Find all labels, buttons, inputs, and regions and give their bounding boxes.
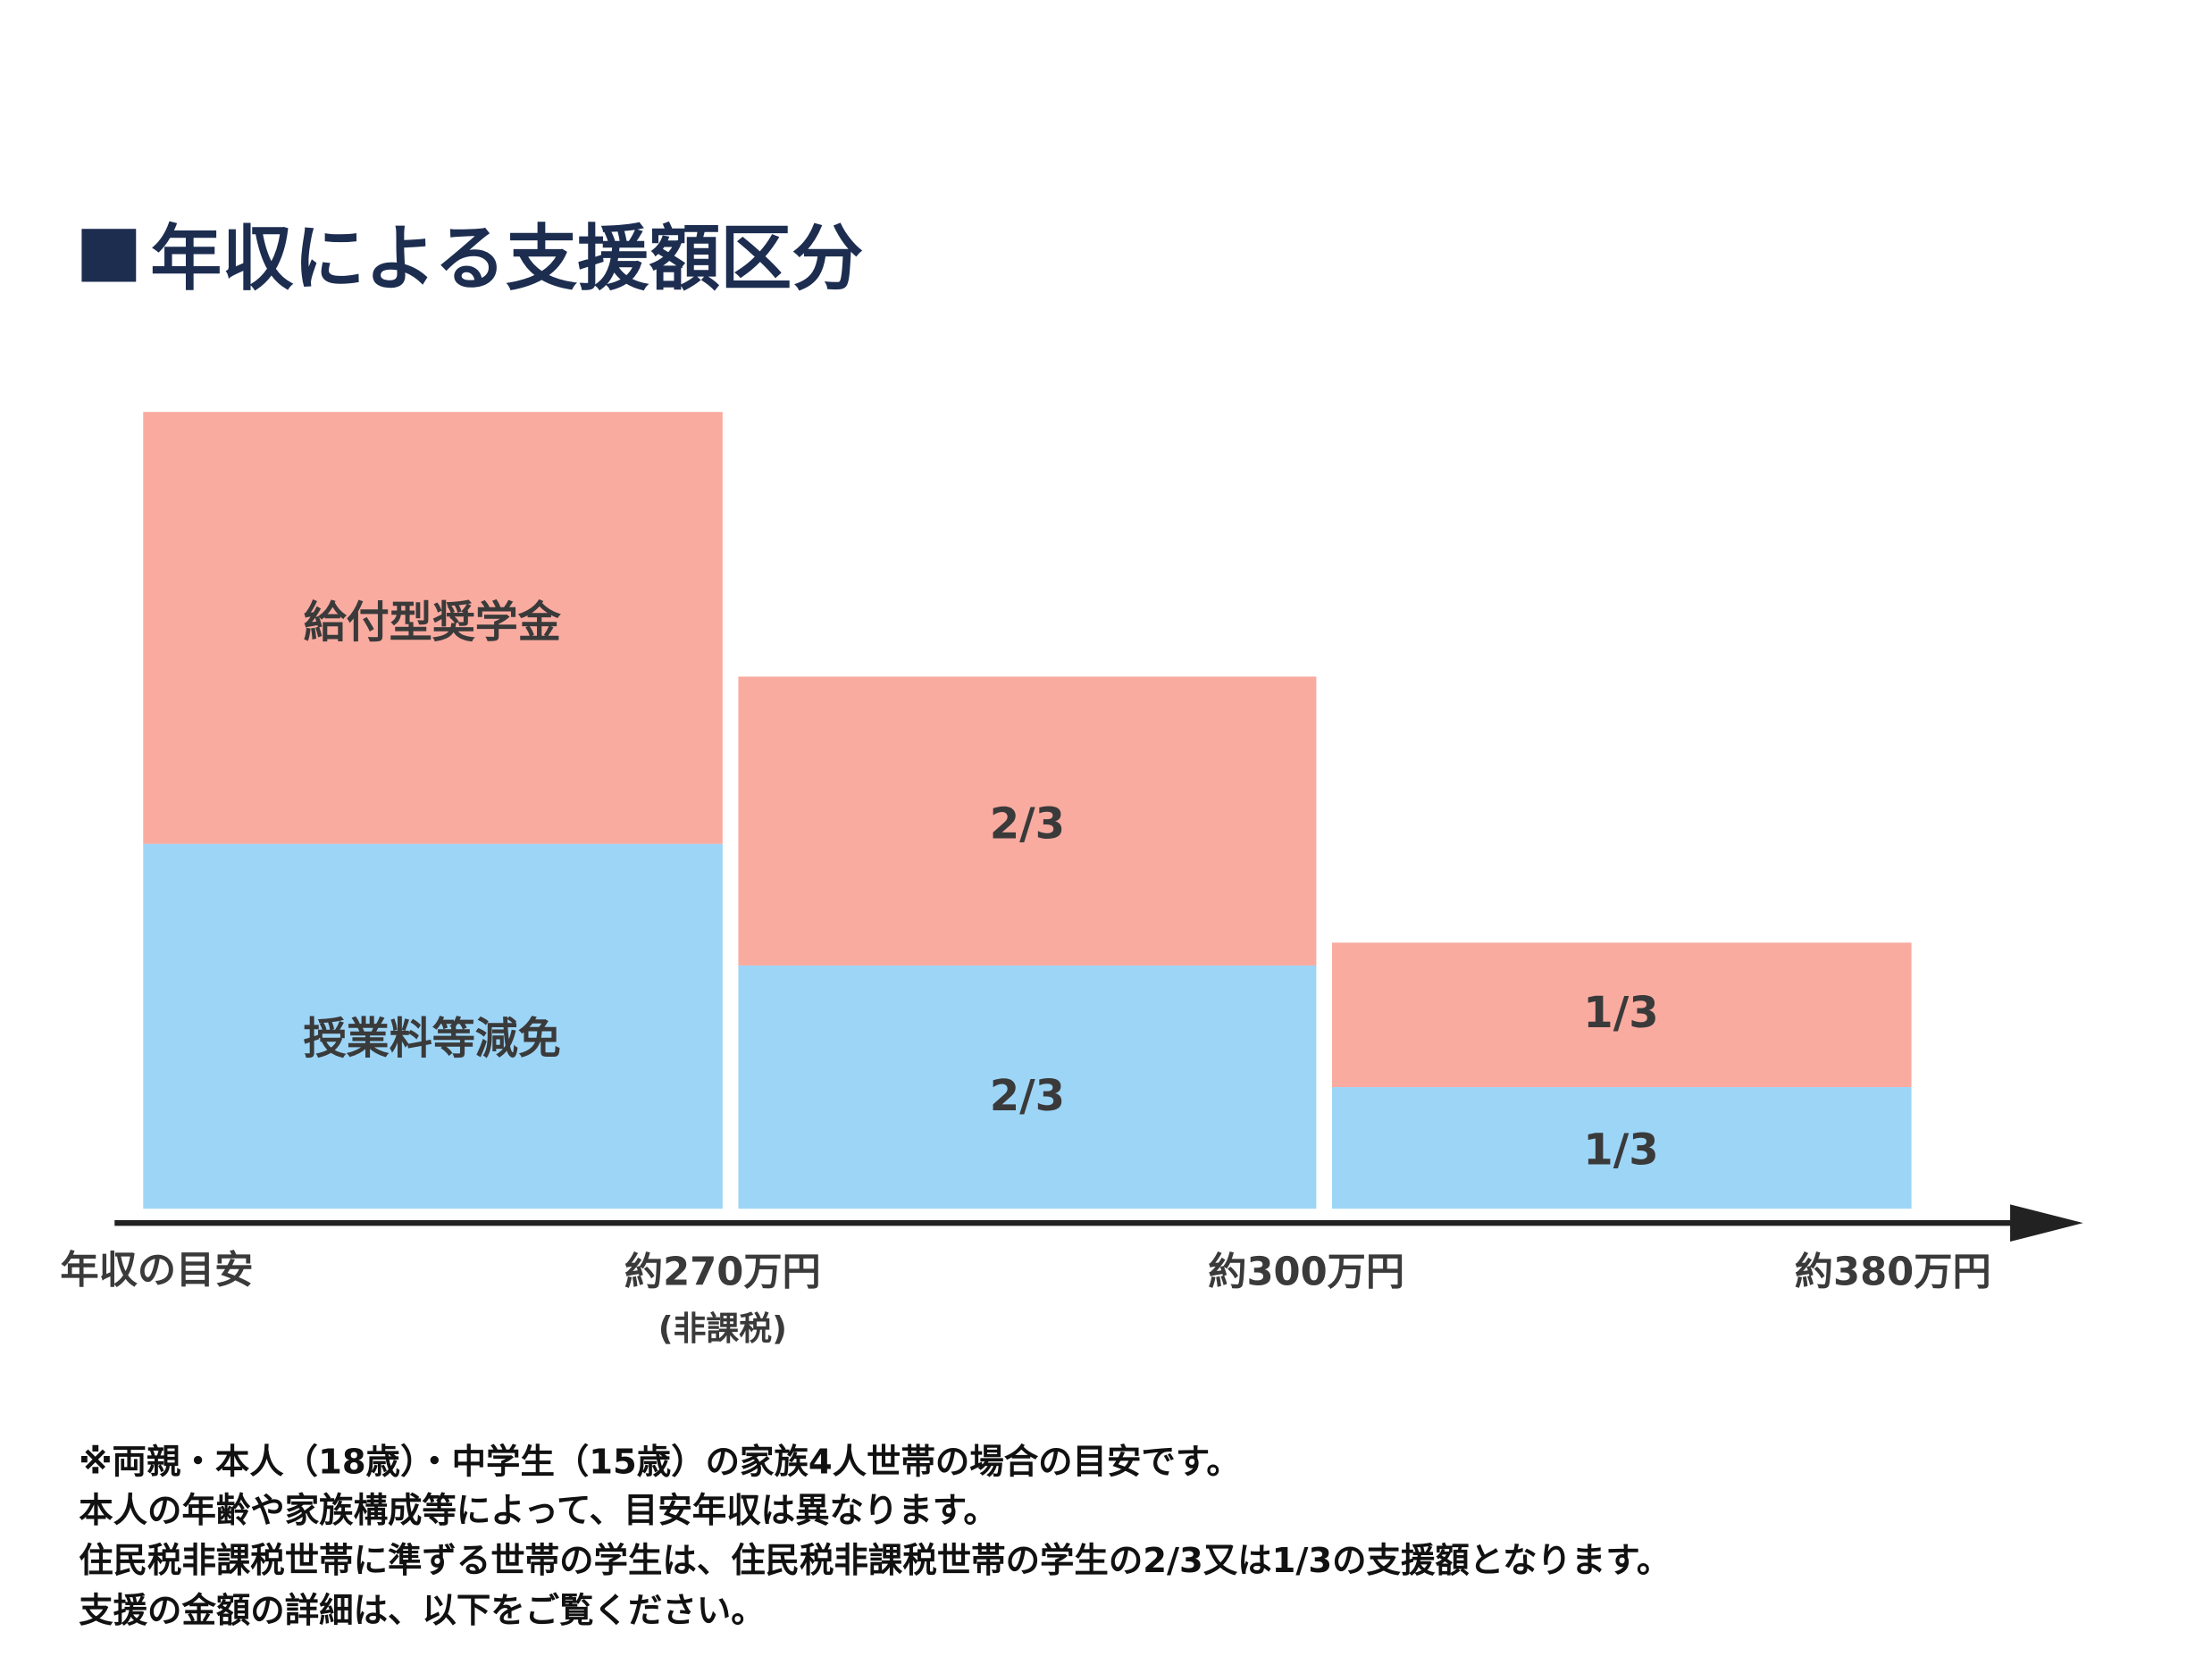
axis-arrow [2010,1204,2083,1242]
tick-label: 約270万円 [624,1250,821,1294]
segment-label: 2/3 [990,1071,1065,1121]
bar-top [1332,942,1912,1088]
note: 支援の金額の詳細は、以下をご覧ください。 [79,1591,765,1631]
bar-top [143,412,723,844]
segment-label: 1/3 [1583,1125,1658,1176]
bar-bottom [1332,1087,1912,1209]
segment-label: 給付型奨学金 [304,598,562,648]
axis-label: 年収の目安 [60,1249,253,1293]
note: 住民税非課税世帯に準ずる世帯の学生は、住民税非課税世帯の学生の2/3又は1/3の… [79,1541,1671,1581]
title-marker [81,229,137,282]
tick-label: 約300万円 [1208,1250,1404,1294]
bar-bottom [143,843,723,1209]
bar-bottom [738,965,1317,1209]
segment-label: 1/3 [1583,988,1658,1038]
note: ※両親・本人（18歳）・中学生（15歳）の家族4人世帯の場合の目安です。 [79,1442,1241,1482]
tick-sublabel: (非課税) [658,1309,787,1348]
segment-label: 授業料等減免 [304,1014,561,1064]
title: 年収による支援額区分 [150,217,863,300]
segment-label: 2/3 [990,799,1065,849]
note: 本人の年齢や家族構成等によって、目安年収は異なります。 [79,1491,998,1531]
tick-label: 約380万円 [1795,1250,1991,1294]
bar-top [738,676,1317,966]
